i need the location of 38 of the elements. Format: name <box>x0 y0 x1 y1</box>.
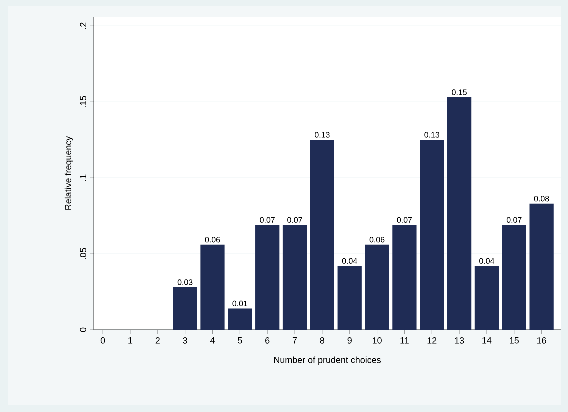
bar <box>392 225 417 330</box>
y-tick-label: .15 <box>80 96 86 108</box>
x-tick-label: 2 <box>156 338 160 344</box>
x-tick-label: 10 <box>372 338 382 344</box>
bar <box>338 266 362 330</box>
x-tick-label: 4 <box>210 338 215 344</box>
bar <box>310 140 334 330</box>
x-axis-title: Number of prudent choices <box>274 356 381 366</box>
y-tick-label: .05 <box>80 248 86 260</box>
x-tick-label: 11 <box>400 338 409 344</box>
x-tick-label: 9 <box>348 338 352 344</box>
bar <box>365 244 390 330</box>
y-axis-title: Relative frequency <box>64 136 74 210</box>
bar <box>502 225 526 330</box>
x-tick-label: 5 <box>238 338 242 344</box>
bar <box>530 204 554 330</box>
x-tick-label: 7 <box>292 338 298 344</box>
x-tick-label: 0 <box>100 338 106 344</box>
x-tick-label: 1 <box>128 338 133 344</box>
bar <box>256 225 280 330</box>
bar <box>447 98 472 330</box>
y-tick-label: .1 <box>80 174 86 181</box>
bar <box>420 140 444 330</box>
x-tick-label: 16 <box>538 338 546 344</box>
y-tick-label: .2 <box>80 22 86 30</box>
bar <box>282 225 308 330</box>
bar <box>228 308 252 330</box>
y-tick-label: 0 <box>80 328 86 332</box>
x-tick-label: 3 <box>183 338 188 344</box>
x-tick-label: 15 <box>510 338 519 344</box>
x-tick-label: 8 <box>320 338 325 344</box>
x-tick-label: 12 <box>428 338 437 344</box>
bar <box>200 244 225 330</box>
bar <box>173 287 198 330</box>
x-tick-label: 13 <box>455 338 464 344</box>
bar <box>474 266 500 330</box>
x-tick-label: 6 <box>266 338 270 344</box>
x-tick-label: 14 <box>482 338 492 344</box>
